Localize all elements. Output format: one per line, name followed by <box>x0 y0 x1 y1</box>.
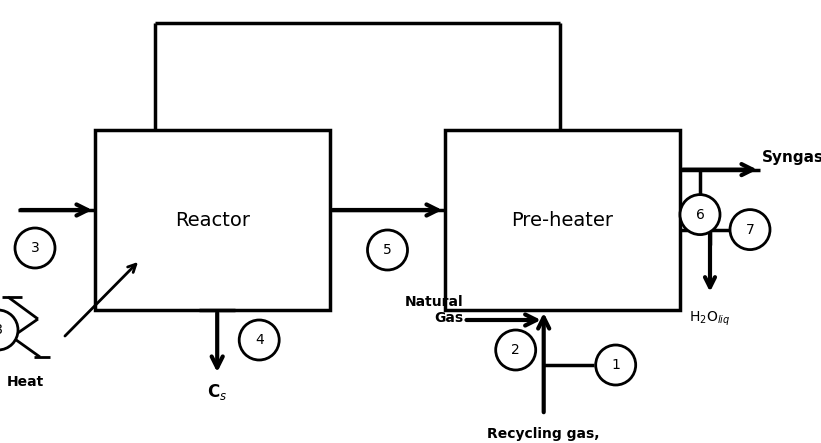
Circle shape <box>368 230 407 270</box>
Circle shape <box>730 210 770 249</box>
Text: H$_2$O$_{liq}$: H$_2$O$_{liq}$ <box>690 310 731 328</box>
Text: 8: 8 <box>0 323 2 337</box>
Circle shape <box>0 310 18 350</box>
Text: 5: 5 <box>383 243 392 257</box>
Text: 4: 4 <box>255 333 264 347</box>
Circle shape <box>596 345 635 385</box>
Circle shape <box>15 228 55 268</box>
Text: 7: 7 <box>745 222 754 237</box>
Circle shape <box>239 320 279 360</box>
Text: C$_s$: C$_s$ <box>207 382 227 402</box>
Text: Pre-heater: Pre-heater <box>511 210 613 229</box>
Text: 3: 3 <box>30 241 39 255</box>
Text: Recycling gas,

Tail gas, CO$_2$-rich
stream: Recycling gas, Tail gas, CO$_2$-rich str… <box>476 427 612 443</box>
Circle shape <box>496 330 535 370</box>
Text: Syngas: Syngas <box>762 150 821 165</box>
Text: Natural
Gas: Natural Gas <box>405 295 464 325</box>
Text: 2: 2 <box>511 343 520 357</box>
Text: Heat: Heat <box>7 375 44 389</box>
Text: 6: 6 <box>695 208 704 222</box>
Bar <box>95 130 330 310</box>
Bar <box>445 130 680 310</box>
Circle shape <box>680 194 720 235</box>
Text: Reactor: Reactor <box>175 210 250 229</box>
Text: 1: 1 <box>612 358 620 372</box>
